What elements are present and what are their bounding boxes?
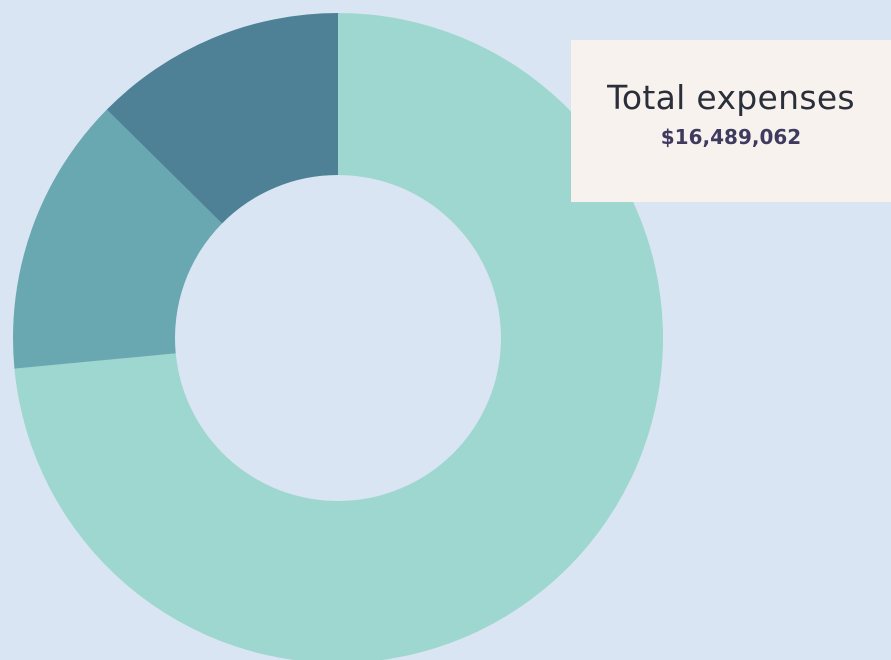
tooltip-value: $16,489,062 bbox=[660, 125, 802, 149]
chart-tooltip: Total expenses $16,489,062 bbox=[571, 40, 891, 202]
donut-slice-3[interactable] bbox=[106, 13, 338, 224]
tooltip-label: Total expenses bbox=[607, 78, 855, 117]
donut-slice-1[interactable] bbox=[14, 13, 663, 660]
donut-slice-2[interactable] bbox=[12, 109, 223, 369]
